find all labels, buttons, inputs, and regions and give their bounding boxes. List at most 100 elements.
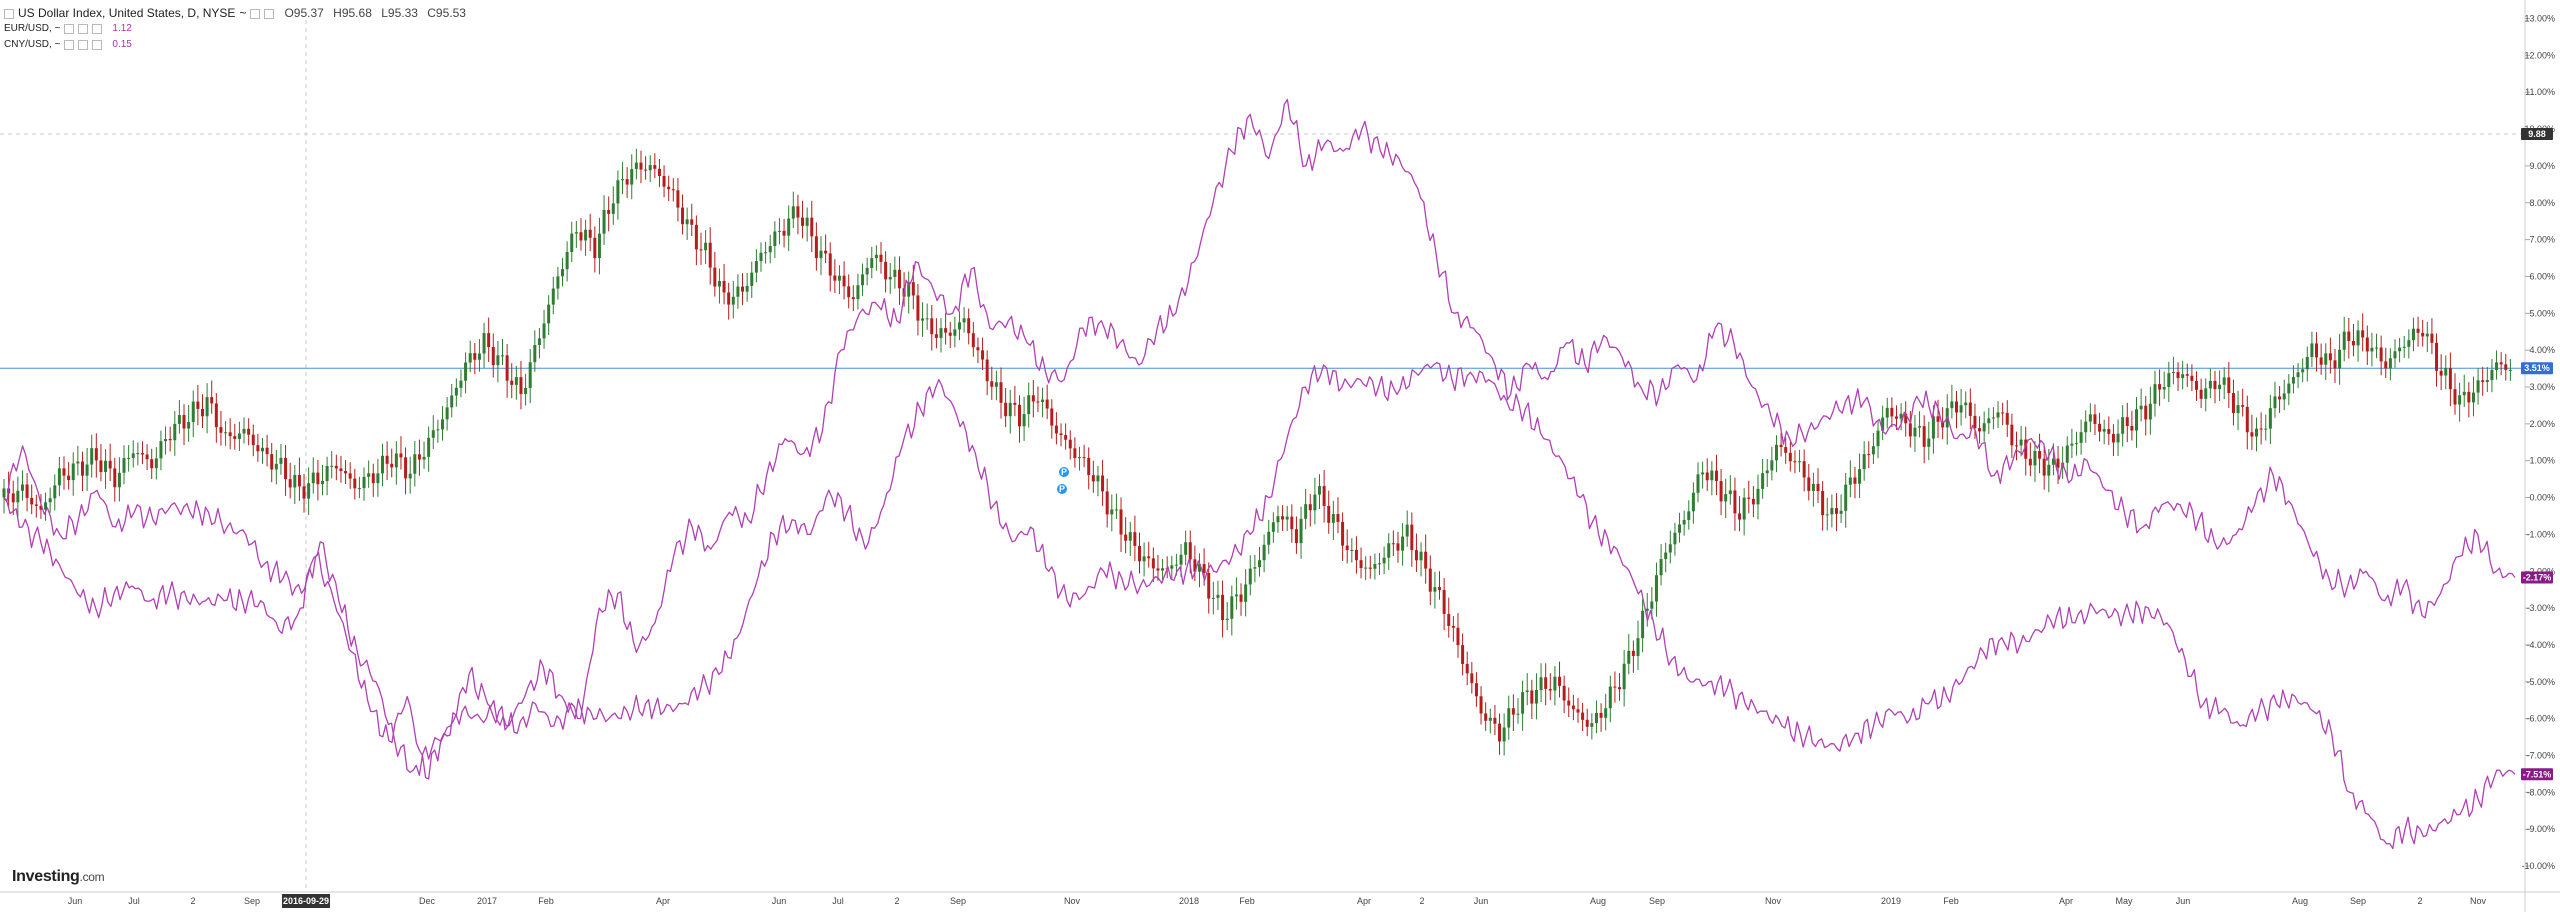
candle-body (2476, 380, 2480, 393)
eurusd-visibility-icon[interactable] (64, 24, 75, 34)
candle-body (1027, 395, 1031, 415)
candle-body (2504, 364, 2508, 370)
candle-body (1082, 457, 1086, 459)
candle-body (20, 484, 24, 491)
event-marker-icon[interactable] (1056, 483, 1068, 495)
candle-body (224, 432, 228, 434)
candle-body (1004, 402, 1008, 417)
candle-body (2065, 445, 2069, 463)
eurusd-remove-icon[interactable] (92, 24, 103, 34)
legend-eurusd-row[interactable]: EUR/USD, ~ 1.12 (4, 21, 472, 37)
cnyusd-settings-icon[interactable] (78, 40, 89, 50)
candle-body (104, 460, 108, 472)
candle-body (39, 505, 43, 510)
x-tick-label: Dec (419, 896, 436, 906)
candle-body (731, 296, 735, 305)
candle-body (288, 479, 292, 488)
candle-body (1659, 559, 1663, 576)
candle-body (404, 457, 408, 479)
candle-body (1428, 568, 1432, 592)
candle-body (380, 455, 384, 474)
series-candles-usd-index[interactable] (2, 148, 2512, 756)
cnyusd-visibility-icon[interactable] (64, 40, 75, 50)
candle-body (2444, 368, 2448, 376)
candle-body (1022, 414, 1026, 427)
candle-body (1285, 516, 1289, 520)
event-markers[interactable]: PP (1056, 466, 1070, 495)
x-tick-label: May (2115, 896, 2133, 906)
candle-body (648, 165, 652, 171)
y-tick-label: 5.00% (2529, 308, 2555, 318)
candle-body (145, 454, 149, 460)
event-marker-icon[interactable] (1058, 466, 1070, 478)
candle-body (814, 236, 818, 259)
candle-body (219, 427, 223, 433)
candle-body (976, 347, 980, 351)
candle-body (1848, 477, 1852, 485)
candle-body (505, 355, 509, 381)
legend-main-row[interactable]: US Dollar Index, United States, D, NYSE … (4, 6, 472, 21)
candle-body (242, 428, 246, 434)
candle-body (1954, 401, 1958, 413)
candle-body (934, 334, 938, 338)
candle-body (1825, 514, 1829, 516)
cnyusd-remove-icon[interactable] (92, 40, 103, 50)
legend-cnyusd-value: 0.15 (112, 39, 132, 50)
candle-body (524, 387, 528, 394)
candle-body (1885, 407, 1889, 418)
x-tick-label: Jun (772, 896, 787, 906)
candle-body (390, 463, 394, 468)
y-tick-label: 3.00% (2529, 382, 2555, 392)
candle-body (2167, 373, 2171, 388)
candle-body (2218, 384, 2222, 390)
candle-body (2495, 362, 2499, 371)
candle-body (1433, 587, 1437, 592)
candle-body (1128, 532, 1132, 541)
x-tick-label: Nov (2470, 896, 2487, 906)
candle-body (2088, 414, 2092, 422)
candle-body (441, 419, 445, 430)
candle-body (1761, 473, 1765, 489)
candle-body (464, 362, 468, 381)
candle-body (1858, 469, 1862, 484)
candle-body (16, 490, 20, 503)
candle-body (1456, 627, 1460, 646)
candle-body (168, 438, 172, 441)
legend-cnyusd-row[interactable]: CNY/USD, ~ 0.15 (4, 37, 472, 53)
candle-body (1941, 421, 1945, 428)
collapse-toggle-icon[interactable] (4, 8, 14, 19)
candle-body (1581, 712, 1585, 720)
eurusd-settings-icon[interactable] (78, 24, 89, 34)
settings-toggle-icon[interactable] (264, 8, 275, 19)
candle-body (2, 488, 6, 498)
candle-body (2019, 439, 2023, 446)
candle-body (150, 459, 154, 469)
candle-body (1747, 497, 1751, 499)
candle-body (1197, 564, 1201, 572)
candle-body (1299, 518, 1303, 544)
candle-body (1830, 508, 1834, 515)
candle-body (893, 269, 897, 277)
candle-body (1068, 439, 1072, 449)
price-tag-label: 9.88 (2528, 129, 2546, 139)
candle-body (791, 206, 795, 219)
candle-body (454, 387, 458, 396)
candle-body (1996, 412, 2000, 418)
candle-body (1281, 516, 1285, 520)
candle-body (2204, 388, 2208, 399)
candle-body (164, 438, 168, 442)
candle-body (1756, 488, 1760, 505)
candle-body (1502, 727, 1506, 742)
candle-body (1041, 399, 1045, 403)
candle-body (1650, 601, 1654, 609)
series-line-cnyusd[interactable] (3, 98, 2516, 776)
candle-body (2135, 409, 2139, 431)
candle-body (2458, 395, 2462, 405)
candle-body (260, 447, 264, 452)
candle-body (551, 288, 555, 305)
candle-body (2347, 331, 2351, 341)
candle-body (2024, 439, 2028, 459)
visibility-toggle-icon[interactable] (250, 8, 261, 19)
candle-body (1244, 584, 1248, 602)
